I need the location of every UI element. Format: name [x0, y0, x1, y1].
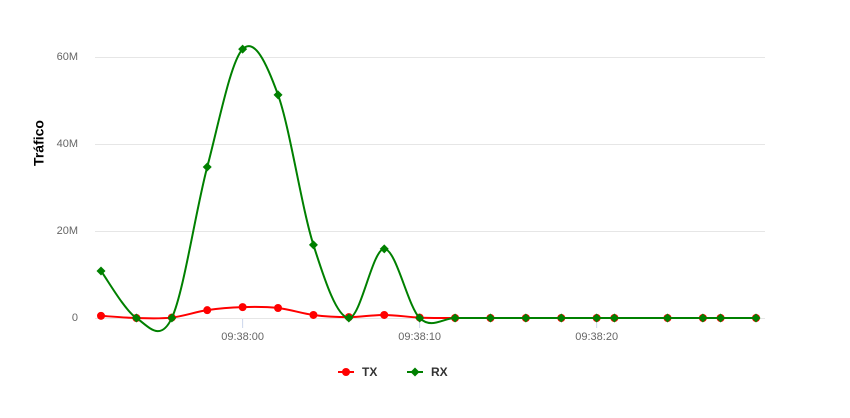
- data-point: [609, 313, 619, 323]
- y-tick-label: 0: [72, 312, 78, 324]
- data-point: [96, 266, 106, 276]
- data-point: [202, 162, 212, 172]
- series-line: [100, 45, 756, 333]
- data-point: [308, 240, 318, 250]
- data-point: [273, 90, 283, 100]
- data-point: [274, 303, 283, 312]
- data-point: [167, 313, 177, 323]
- data-point: [716, 313, 726, 323]
- data-point: [309, 310, 318, 319]
- data-point: [97, 311, 105, 320]
- data-point: [698, 313, 708, 323]
- y-tick-label: 40M: [57, 138, 78, 150]
- legend-marker: [342, 368, 350, 376]
- data-point: [556, 313, 566, 323]
- x-tick-label: 09:38:10: [398, 331, 441, 343]
- data-point: [238, 303, 247, 312]
- legend-marker: [410, 367, 420, 377]
- legend-label[interactable]: RX: [431, 365, 448, 379]
- data-point: [521, 313, 531, 323]
- data-point: [751, 313, 761, 323]
- data-point: [238, 44, 248, 54]
- data-point: [379, 244, 389, 254]
- legend-label[interactable]: TX: [362, 365, 377, 379]
- data-point: [131, 313, 141, 323]
- data-point: [485, 313, 495, 323]
- data-point: [415, 313, 425, 323]
- data-point: [450, 313, 460, 323]
- y-tick-label: 60M: [57, 51, 78, 63]
- y-axis-title: Tráfico: [31, 120, 47, 166]
- data-point: [662, 313, 672, 323]
- data-point: [380, 310, 389, 319]
- x-tick-label: 09:38:20: [575, 331, 618, 343]
- data-point: [203, 306, 212, 315]
- y-tick-label: 20M: [57, 225, 78, 237]
- x-tick-label: 09:38:00: [221, 331, 264, 343]
- series-line: [100, 305, 756, 320]
- data-point: [592, 313, 602, 323]
- data-point: [344, 313, 354, 323]
